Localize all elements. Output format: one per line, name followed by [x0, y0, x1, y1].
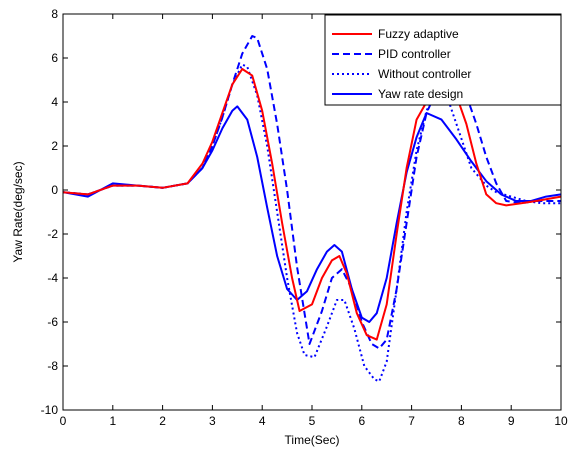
x-tick-label: 1 [109, 414, 116, 428]
x-tick-label: 9 [508, 414, 515, 428]
legend-box [324, 14, 562, 106]
y-tick-label: -6 [47, 315, 58, 329]
x-tick-label: 6 [358, 414, 365, 428]
series-line-yaw-rate-design [62, 105, 562, 323]
x-tick-label: 0 [60, 414, 67, 428]
legend-label-pid-controller: PID controller [378, 47, 451, 61]
x-tick-label: 3 [209, 414, 216, 428]
y-tick-label: 4 [51, 95, 58, 109]
x-axis-label: Time(Sec) [285, 433, 340, 447]
y-tick-label: -2 [47, 227, 58, 241]
legend-label-without-controller: Without controller [378, 67, 471, 81]
legend-label-yaw-rate-design: Yaw rate design [378, 87, 463, 101]
y-tick-label: 8 [51, 7, 58, 21]
series-line-fuzzy-adaptive [62, 68, 562, 341]
legend: Fuzzy adaptive PID controller Without co… [324, 14, 562, 106]
series-line-pid-controller [62, 35, 561, 350]
x-tick-label: 5 [309, 414, 316, 428]
x-tick-label: 4 [259, 414, 266, 428]
y-tick-label: -10 [41, 403, 59, 417]
y-tick-label: 0 [51, 183, 58, 197]
y-tick-label: 6 [51, 51, 58, 65]
x-tick-label: 8 [458, 414, 465, 428]
y-tick-label: -4 [47, 271, 58, 285]
legend-label-fuzzy-adaptive: Fuzzy adaptive [378, 27, 459, 41]
x-tick-label: 2 [159, 414, 166, 428]
x-tick-label: 10 [554, 414, 568, 428]
y-tick-label: 2 [51, 139, 58, 153]
series-layer [62, 35, 562, 383]
x-tick-label: 7 [408, 414, 415, 428]
y-axis-label: Yaw Rate(deg/sec) [11, 161, 25, 262]
y-tick-label: -8 [47, 359, 58, 373]
ticks-layer: 0 1 2 3 4 5 6 7 8 9 10 8 6 4 2 0 -2 -4 -6 -8 -10 [41, 7, 568, 428]
